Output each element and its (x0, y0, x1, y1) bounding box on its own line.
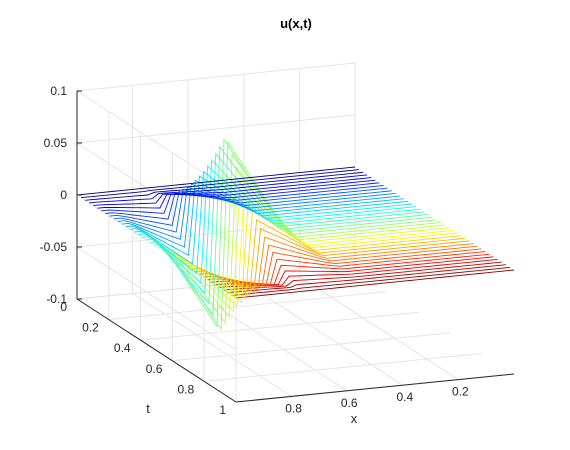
z-tick-label: 0 (60, 188, 67, 202)
surface-curve (166, 165, 445, 319)
surface-curve (76, 166, 356, 196)
surface-curve (178, 199, 457, 304)
surface-curve (195, 236, 474, 291)
x-tick-label: 0.8 (285, 401, 302, 415)
surface-curve (117, 186, 396, 241)
surface-curve (174, 188, 453, 308)
surface-curve (231, 266, 510, 296)
z-tick-label: 0.05 (44, 136, 68, 150)
surface-curve (235, 269, 515, 299)
surface-curve (105, 185, 384, 220)
t-axis-label: t (146, 401, 150, 416)
t-tick-label: 1 (219, 403, 226, 417)
surface-curve (93, 177, 372, 207)
surface-curve (129, 175, 409, 265)
surface-curve (187, 219, 466, 296)
chart-title: u(x,t) (280, 16, 312, 31)
surface-curve (146, 152, 425, 305)
surface-curve (121, 183, 400, 248)
surface-curve (101, 182, 380, 214)
surface-curve (227, 264, 506, 294)
x-tick-label: 0.2 (452, 385, 469, 399)
surface-curve (223, 261, 502, 291)
surface-curve (207, 251, 486, 286)
surface-curves (76, 137, 515, 331)
surface-curve (113, 189, 392, 233)
t-tick-label: 0.2 (82, 321, 99, 335)
x-tick-label: 0.4 (396, 390, 413, 404)
z-tick-label: -0.05 (40, 240, 68, 254)
surface-curve (142, 159, 421, 295)
surface-curve (199, 244, 478, 289)
surface-curve (97, 179, 376, 209)
t-tick-label: 0.8 (178, 382, 195, 396)
t-tick-label: 0.6 (146, 362, 163, 376)
surface-curve (203, 248, 482, 287)
t-tick-label: 0 (60, 300, 67, 314)
surface-curve (182, 209, 462, 300)
axes-lines (76, 90, 515, 403)
surface-curve (134, 170, 413, 275)
z-tick-label: -0.1 (46, 292, 67, 306)
tick-labels: -0.1 -0.05 0 0.05 0.1 0 0.2 0.4 0.6 0.8 1 0.2 0.4 0.6… (40, 84, 469, 417)
surface-curve (89, 174, 368, 204)
surface-curve (170, 177, 449, 313)
surface-curve (81, 169, 360, 199)
x-tick-label: 0.6 (341, 396, 358, 410)
z-tick-label: 0.1 (50, 84, 67, 98)
surface-curve (85, 171, 364, 201)
t-tick-label: 0.4 (114, 341, 131, 355)
surface-curve (109, 187, 388, 226)
surface-curve (125, 179, 404, 257)
surface-curve (191, 228, 470, 293)
surface-curve (138, 165, 417, 284)
surface-curve (150, 145, 429, 317)
surface-curve (154, 137, 433, 328)
x-axis-label: x (351, 411, 358, 426)
